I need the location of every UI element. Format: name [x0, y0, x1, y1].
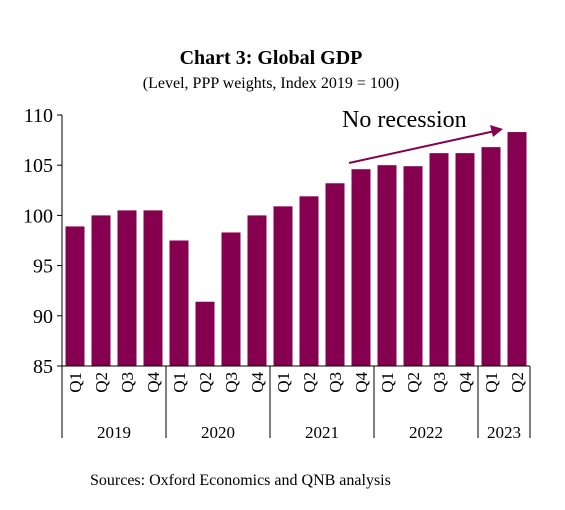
- bar: [481, 147, 501, 366]
- annotation-text: No recession: [342, 107, 467, 133]
- year-label: 2021: [305, 423, 339, 442]
- x-tick-label: Q3: [326, 372, 345, 393]
- x-axis: Q1 Q2 Q3 Q4 Q1 Q2 Q3 Q4 Q1 Q2 Q3 Q4 Q1 Q2 Q3 Q4 Q1 Q2 2019…: [61, 365, 531, 442]
- x-tick-label: Q1: [482, 372, 501, 393]
- source-note: Sources: Oxford Economics and QNB analys…: [90, 472, 391, 489]
- x-tick-label: Q4: [456, 372, 475, 393]
- bar: [507, 132, 527, 366]
- x-tick-label: Q2: [92, 372, 111, 393]
- x-tick-label: Q2: [404, 372, 423, 393]
- y-tick-label: 85: [33, 356, 53, 378]
- x-tick-label: Q3: [430, 372, 449, 393]
- y-tick-label: 95: [33, 256, 53, 278]
- x-tick-label: Q4: [352, 372, 371, 393]
- annotation-arrow-line: [348, 130, 496, 164]
- chart-subtitle: (Level, PPP weights, Index 2019 = 100): [143, 75, 399, 92]
- y-tick-label: 105: [23, 155, 53, 177]
- bar: [169, 240, 189, 366]
- x-tick-label: Q3: [118, 372, 137, 393]
- bar: [247, 215, 267, 366]
- x-tick-label: Q1: [378, 372, 397, 393]
- x-tick-label: Q4: [144, 372, 163, 393]
- x-tick-label: Q1: [274, 372, 293, 393]
- bar: [221, 232, 241, 366]
- bar: [429, 153, 449, 366]
- y-axis: 85 90 95 100 105 110: [23, 105, 63, 378]
- bar: [65, 226, 85, 366]
- y-tick-label: 90: [33, 306, 53, 328]
- bar: [403, 166, 423, 366]
- x-tick-label: Q2: [300, 372, 319, 393]
- bars: [65, 132, 527, 366]
- x-tick-label: Q1: [66, 372, 85, 393]
- x-tick-label: Q2: [196, 372, 215, 393]
- bar: [91, 215, 111, 366]
- annotation-arrowhead: [490, 125, 503, 137]
- y-tick-label: 100: [23, 205, 53, 227]
- bar: [117, 210, 137, 366]
- year-label: 2023: [487, 423, 521, 442]
- year-label: 2022: [409, 423, 443, 442]
- bar: [273, 206, 293, 366]
- y-tick-label: 110: [24, 105, 53, 127]
- bar: [299, 196, 319, 366]
- bar: [351, 169, 371, 366]
- year-label: 2020: [201, 423, 235, 442]
- bar: [455, 153, 475, 366]
- chart-title: Chart 3: Global GDP: [180, 47, 363, 69]
- year-label: 2019: [97, 423, 131, 442]
- x-tick-label: Q4: [248, 372, 267, 393]
- bar: [195, 301, 215, 366]
- annotation: No recession: [342, 107, 503, 164]
- bar: [377, 165, 397, 366]
- x-tick-label: Q2: [508, 372, 527, 393]
- x-tick-label: Q1: [170, 372, 189, 393]
- x-tick-label: Q3: [222, 372, 241, 393]
- bar: [143, 210, 163, 366]
- bar: [325, 183, 345, 366]
